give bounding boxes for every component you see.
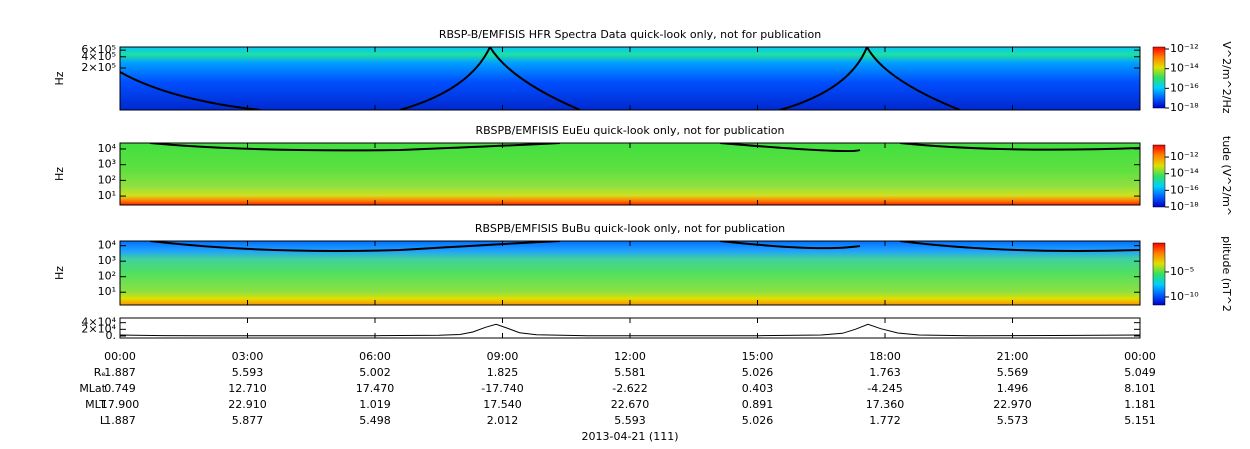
y-axis-label: Hz	[53, 167, 66, 181]
ephemeris-value: 0.403	[742, 382, 774, 395]
ephemeris-value: 5.573	[997, 414, 1029, 427]
colorbar-tick-label: 10⁻¹²	[1170, 150, 1199, 163]
x-tick-label: 03:00	[232, 350, 264, 363]
ephemeris-value: 1.496	[997, 382, 1029, 395]
ephemeris-value: 5.049	[1124, 366, 1156, 379]
panel-title: RBSP-B/EMFISIS HFR Spectra Data quick-lo…	[439, 28, 821, 41]
y-tick-label: 2×10⁴	[81, 322, 116, 335]
y-tick-label: 10¹	[98, 189, 116, 202]
colorbar-tick-label: 10⁻¹⁶	[1170, 183, 1199, 196]
ephemeris-value: 1.019	[359, 398, 391, 411]
ephemeris-value: 2.012	[487, 414, 519, 427]
x-tick-label: 15:00	[742, 350, 774, 363]
ephemeris-label: Rₑ	[94, 366, 106, 379]
ephemeris-value: -4.245	[867, 382, 902, 395]
ephemeris-value: 1.772	[869, 414, 901, 427]
ephemeris-value: 5.151	[1124, 414, 1156, 427]
ephemeris-value: 1.887	[104, 414, 136, 427]
y-tick-label: 10¹	[98, 285, 116, 298]
ephemeris-value: 1.763	[869, 366, 901, 379]
ephemeris-value: 1.825	[487, 366, 519, 379]
x-tick-label: 21:00	[997, 350, 1029, 363]
colorbar-label: tude (V^2/m^	[1220, 136, 1233, 216]
y-tick-label: 10³	[98, 254, 116, 267]
ephemeris-value: 17.900	[101, 398, 140, 411]
ephemeris-value: 1.887	[104, 366, 136, 379]
ephemeris-value: 22.910	[228, 398, 267, 411]
y-tick-label: 10²	[98, 270, 116, 283]
ephemeris-value: 5.877	[232, 414, 264, 427]
ephemeris-value: 5.498	[359, 414, 391, 427]
y-tick-label: 10⁴	[98, 142, 117, 155]
ephemeris-value: 17.360	[866, 398, 905, 411]
colorbar-tick-label: 10⁻¹⁴	[1170, 167, 1199, 180]
ephemeris-value: 22.970	[993, 398, 1032, 411]
x-tick-label: 00:00	[104, 350, 136, 363]
y-tick-label: 6×10⁵	[81, 43, 116, 56]
ephemeris-value: 22.670	[611, 398, 650, 411]
x-tick-label: 00:00	[1124, 350, 1156, 363]
colorbar-tick-label: 10⁻⁵	[1170, 265, 1194, 278]
data-line	[119, 323, 1141, 337]
ephemeris-value: 5.026	[742, 366, 774, 379]
colorbar-tick-label: 10⁻¹⁶	[1170, 81, 1199, 94]
ephemeris-value: 5.593	[614, 414, 646, 427]
y-axis-label: Hz	[53, 71, 66, 85]
ephemeris-value: 12.710	[228, 382, 267, 395]
y-tick-label: 10²	[98, 173, 116, 186]
spectrogram-image	[120, 143, 1140, 205]
ephemeris-value: 1.181	[1124, 398, 1156, 411]
ephemeris-value: 17.540	[483, 398, 522, 411]
colorbar-tick-label: 10⁻¹⁸	[1170, 200, 1199, 213]
ephemeris-value: -2.622	[612, 382, 647, 395]
ephemeris-value: 5.002	[359, 366, 391, 379]
y-tick-label: 2×10⁵	[81, 61, 116, 74]
ephemeris-value: -17.740	[481, 382, 523, 395]
x-tick-label: 09:00	[487, 350, 519, 363]
x-tick-label: 06:00	[359, 350, 391, 363]
spectrogram-image	[120, 241, 1140, 305]
gyrofrequency-curves	[120, 47, 1140, 252]
ephemeris-value: 0.749	[104, 382, 136, 395]
colorbar-tick-label: 10⁻¹⁸	[1170, 101, 1199, 114]
y-tick-label: 4×10⁵	[81, 50, 116, 63]
x-tick-label: 12:00	[614, 350, 646, 363]
y-tick-label: 4×10⁴	[81, 316, 116, 329]
ephemeris-label: MLT	[85, 398, 106, 411]
colorbar-label: V^2/m^2/Hz	[1220, 41, 1233, 113]
y-tick-label: 10³	[98, 158, 116, 171]
ephemeris-value: 17.470	[356, 382, 395, 395]
panel-title: RBSPB/EMFISIS BuBu quick-look only, not …	[475, 222, 785, 235]
y-tick-label: 10⁴	[98, 239, 117, 252]
spectrogram-image	[120, 47, 1140, 110]
ephemeris-label: MLat	[79, 382, 106, 395]
colorbar-label: plitude (nT^2	[1220, 236, 1233, 312]
x-tick-label: 18:00	[869, 350, 901, 363]
ephemeris-value: 8.101	[1124, 382, 1156, 395]
colorbar-tick-label: 10⁻¹²	[1170, 42, 1199, 55]
date-label: 2013-04-21 (111)	[581, 430, 678, 443]
ephemeris-value: 5.593	[232, 366, 264, 379]
ephemeris-value: 5.569	[997, 366, 1029, 379]
panel-title: RBSPB/EMFISIS EuEu quick-look only, not …	[475, 124, 784, 137]
ephemeris-value: 0.891	[742, 398, 774, 411]
colorbar-tick-label: 10⁻¹⁰	[1170, 290, 1199, 303]
ephemeris-label: L	[100, 414, 107, 427]
colorbar	[1152, 242, 1166, 306]
ephemeris-value: 5.026	[742, 414, 774, 427]
ephemeris-value: 5.581	[614, 366, 646, 379]
colorbar	[1152, 46, 1166, 109]
colorbar	[1152, 144, 1166, 208]
y-tick-label: 0.	[106, 329, 117, 342]
colorbar-tick-label: 10⁻¹⁴	[1170, 62, 1199, 75]
y-axis-label: Hz	[53, 266, 66, 280]
